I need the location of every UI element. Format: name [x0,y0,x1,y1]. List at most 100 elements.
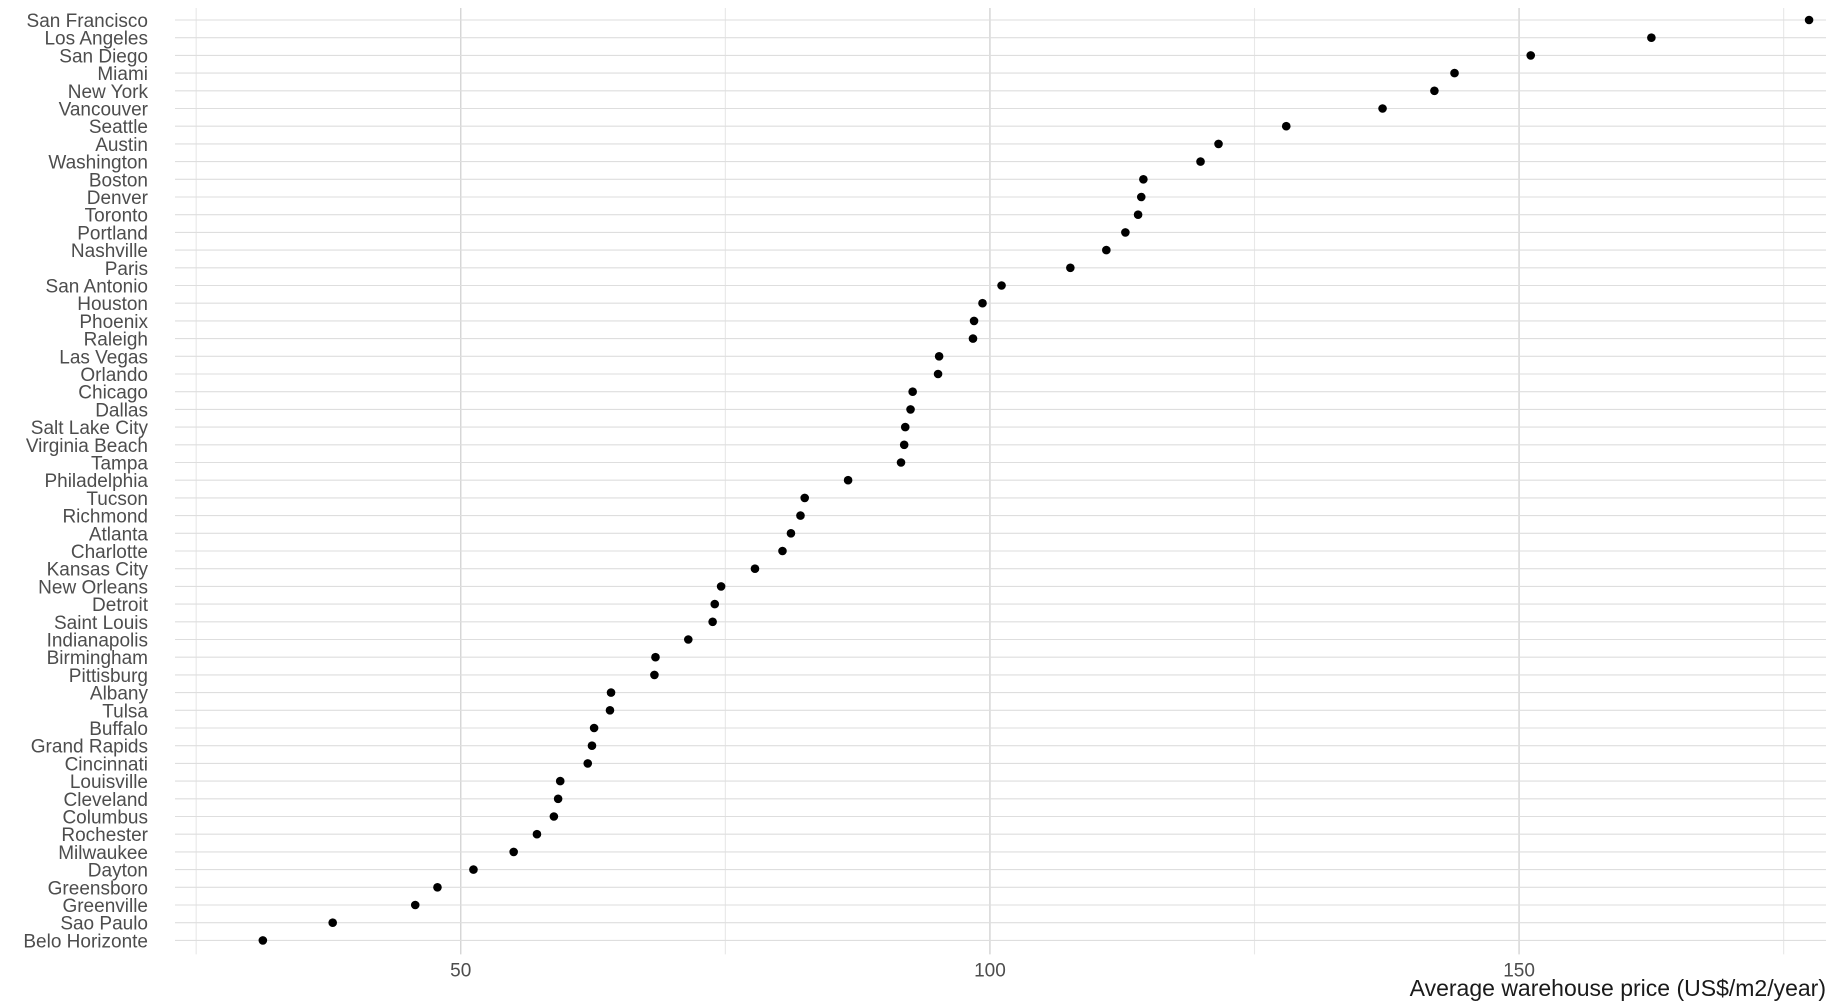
data-point [1121,228,1130,237]
data-point [549,812,559,821]
data-point [605,706,615,715]
y-category-label: San Antonio [46,277,148,298]
data-point [1139,175,1148,184]
y-category-label: Indianapolis [47,631,148,652]
y-category-label: Houston [77,294,148,315]
data-point [1804,15,1814,25]
data-point [1102,245,1111,255]
y-category-label: Washington [48,153,148,174]
y-category-label: Greensboro [48,878,148,899]
data-point [1647,33,1656,42]
x-axis-title: Average warehouse price (US$/m2/year) [1410,975,1826,1001]
data-point [532,829,542,839]
y-category-label: Belo Horizonte [23,931,148,952]
y-category-label: Orlando [80,365,148,386]
y-category-label: Kansas City [47,560,149,581]
data-point [1430,86,1439,96]
y-category-label: Portland [77,223,148,244]
data-point [843,475,853,485]
x-tick-label: 100 [974,960,1006,981]
y-category-label: Philadelphia [44,471,148,492]
data-point [553,794,563,804]
y-category-label: Miami [97,64,148,85]
y-category-label: Chicago [78,383,148,404]
horizontal-gridlines [175,19,1826,941]
vertical-gridlines [195,8,1785,955]
y-category-label: Dallas [95,400,148,421]
data-point [968,334,978,343]
y-category-label: Cincinnati [65,754,148,775]
y-category-label: Dayton [88,861,148,882]
data-point [606,688,616,697]
data-point [1378,104,1387,113]
data-point [555,776,565,786]
data-point [410,900,420,910]
y-category-label: Rochester [61,825,148,846]
data-point [778,546,787,556]
y-category-label: Austin [95,135,148,156]
data-point [258,936,268,945]
y-category-label: Charlotte [71,542,148,563]
y-category-label: Cleveland [64,790,149,811]
data-point [750,564,760,573]
y-category-label: Saint Louis [54,613,148,634]
y-category-label: Columbus [62,808,148,829]
y-category-label: Buffalo [89,719,148,740]
data-point [900,422,910,432]
data-point [934,352,944,361]
y-category-label: Birmingham [47,648,148,669]
data-point [587,741,597,750]
data-point [1450,68,1459,78]
y-category-label: Louisville [70,772,148,793]
y-category-label: Tucson [86,489,148,510]
data-point [1196,157,1205,166]
data-point [589,723,599,733]
y-category-label: Grand Rapids [31,737,148,758]
data-point [716,582,726,591]
y-category-label: Detroit [92,595,149,616]
data-point [509,847,518,857]
data-point [796,511,805,520]
data-points [258,15,1814,945]
data-point [650,670,659,680]
y-category-label: Phoenix [79,312,148,333]
y-category-label: Toronto [85,206,148,227]
y-category-label: Boston [89,170,148,191]
data-point [899,440,909,450]
y-category-label: Vancouver [59,100,149,121]
y-category-label: Seattle [89,117,148,138]
data-point [978,298,987,308]
y-category-label: Virginia Beach [26,436,148,457]
y-category-label: Greenville [62,896,148,917]
data-point [1133,210,1143,219]
y-category-label: Tulsa [102,701,148,722]
data-point [906,405,915,414]
y-category-label: Atlanta [89,524,149,545]
data-point [651,652,660,662]
y-category-label: Nashville [71,241,148,262]
y-category-label: Albany [90,684,149,705]
data-point [1526,51,1536,60]
data-point [328,918,337,927]
x-tick-label: 50 [450,960,471,981]
data-point [997,281,1006,290]
y-category-label: Paris [105,259,148,280]
data-point [800,493,810,503]
data-point [469,865,478,874]
data-point [1066,263,1075,273]
y-category-label: Los Angeles [44,29,148,50]
y-category-label: Richmond [62,507,148,528]
y-category-label: Las Vegas [59,347,148,368]
data-point [786,529,796,538]
data-point [710,599,720,609]
y-category-label: Tampa [91,454,148,475]
x-tick-label: 150 [1503,960,1535,981]
data-point [683,635,693,644]
y-category-label: San Francisco [27,11,148,32]
data-point [583,759,593,768]
data-point [896,458,906,467]
y-category-label: Milwaukee [58,843,148,864]
y-category-label: Denver [87,188,149,209]
y-category-label: Pittisburg [69,666,148,687]
